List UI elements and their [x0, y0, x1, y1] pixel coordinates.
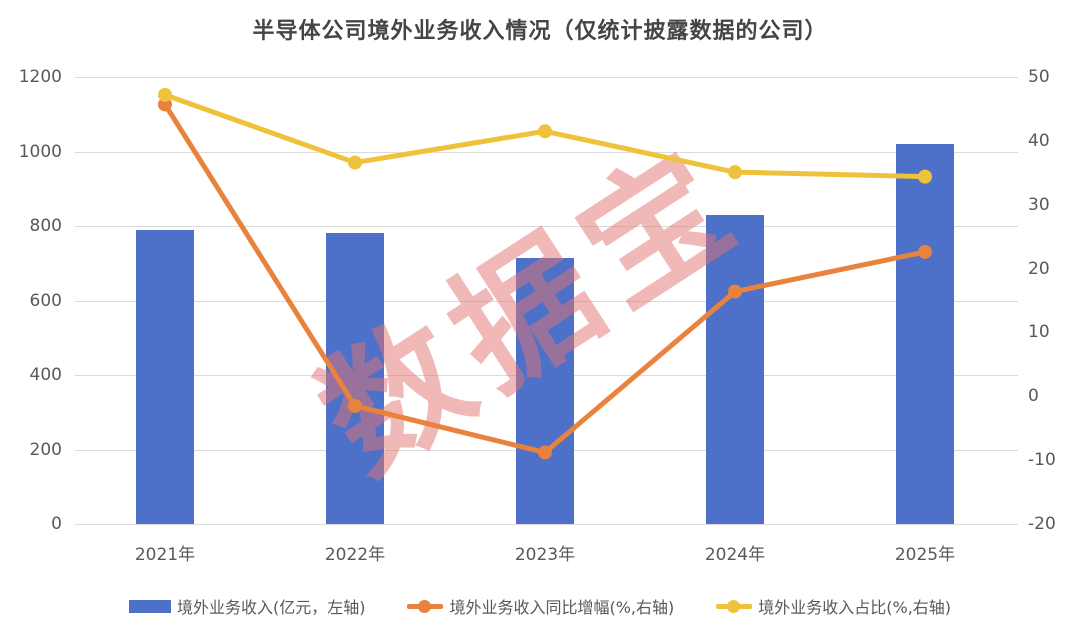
- legend-label-share: 境外业务收入占比(%,右轴): [758, 598, 952, 617]
- line-series-path: [162, 101, 928, 455]
- data-point-marker: [728, 284, 742, 299]
- legend: 境外业务收入(亿元，左轴) 境外业务收入同比增幅(%,右轴) 境外业务收入占比(…: [0, 590, 1080, 622]
- legend-item-growth: 境外业务收入同比增幅(%,右轴): [407, 594, 674, 618]
- legend-label-growth: 境外业务收入同比增幅(%,右轴): [449, 598, 675, 617]
- gridline: [75, 524, 1018, 525]
- gridline: [75, 226, 1018, 227]
- right-axis-tick-label: 40: [1028, 130, 1050, 151]
- revenue-bar: [136, 229, 194, 524]
- right-axis-tick-label: 50: [1028, 67, 1050, 87]
- data-point-marker: [918, 244, 932, 259]
- data-point-marker: [538, 445, 552, 460]
- left-axis-tick-label: 1000: [18, 141, 62, 162]
- left-axis-tick-label: 0: [51, 514, 62, 534]
- left-axis-tick-label: 1200: [18, 67, 62, 87]
- revenue-bar: [706, 214, 764, 524]
- data-point-marker: [918, 169, 932, 184]
- x-axis-category-label: 2021年: [134, 545, 196, 565]
- legend-share-dot-icon: [727, 599, 741, 613]
- left-axis-tick-label: 200: [29, 439, 62, 460]
- legend-bar-swatch-icon: [128, 599, 171, 613]
- data-point-marker: [158, 87, 172, 102]
- chart-title: 半导体公司境外业务收入情况（仅统计披露数据的公司）: [252, 19, 828, 44]
- left-axis-tick-label: 800: [29, 216, 62, 236]
- right-axis-tick-label: 10: [1028, 322, 1050, 343]
- gridline: [75, 151, 1018, 153]
- legend-share-line-icon: [716, 599, 753, 613]
- x-axis-category-label: 2023年: [514, 545, 576, 565]
- gridline: [75, 77, 1018, 78]
- legend-growth-line-icon: [407, 599, 444, 613]
- right-axis-tick-label: 0: [1028, 386, 1039, 407]
- left-axis-tick-label: 400: [29, 365, 62, 385]
- data-point-marker: [348, 398, 362, 413]
- legend-label-revenue: 境外业务收入(亿元，左轴): [176, 598, 366, 617]
- left-axis-tick-label: 600: [29, 290, 62, 311]
- right-axis-tick-label: 30: [1028, 194, 1050, 215]
- right-axis-tick-label: 20: [1028, 258, 1050, 279]
- x-axis-category-label: 2022年: [324, 545, 386, 565]
- legend-item-share: 境外业务收入占比(%,右轴): [716, 594, 951, 618]
- data-point-marker: [158, 97, 172, 112]
- legend-item-revenue: 境外业务收入(亿元，左轴): [128, 594, 366, 618]
- data-point-marker: [728, 165, 742, 180]
- x-axis-category-label: 2024年: [704, 545, 766, 565]
- revenue-bar: [896, 144, 954, 524]
- data-point-marker: [538, 124, 552, 139]
- x-axis-category-label: 2025年: [894, 545, 956, 565]
- revenue-bar: [516, 257, 574, 524]
- legend-growth-dot-icon: [418, 599, 432, 613]
- right-axis-tick-label: -10: [1028, 450, 1056, 471]
- right-axis-tick-label: -20: [1028, 514, 1056, 534]
- data-point-marker: [348, 155, 362, 170]
